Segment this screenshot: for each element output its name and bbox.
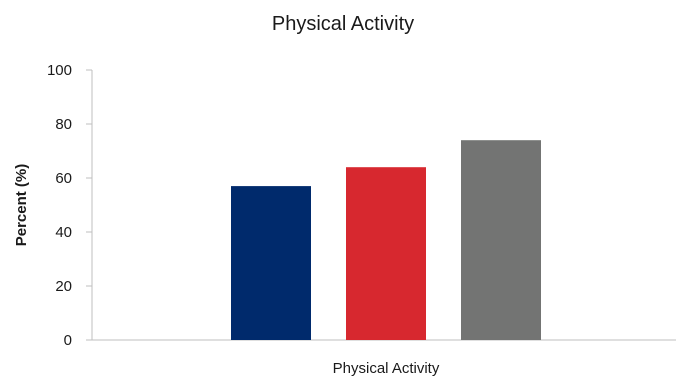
y-axis-label: Percent (%): [13, 164, 30, 247]
y-axis: 0 20 40 60 80 100: [47, 62, 93, 349]
bar-series-3: [461, 140, 541, 340]
y-tick-label: 40: [55, 224, 72, 241]
y-tick-label: 0: [64, 332, 72, 349]
y-tick-label: 80: [55, 116, 72, 133]
bars: [231, 140, 541, 340]
y-tick-label: 60: [55, 170, 72, 187]
y-tick-label: 100: [47, 62, 72, 79]
chart-title: Physical Activity: [272, 13, 414, 35]
bar-series-2: [346, 167, 426, 340]
y-tick-label: 20: [55, 278, 72, 295]
x-category-label: Physical Activity: [333, 360, 440, 377]
bar-series-1: [231, 186, 311, 340]
x-axis: Physical Activity: [92, 339, 676, 377]
